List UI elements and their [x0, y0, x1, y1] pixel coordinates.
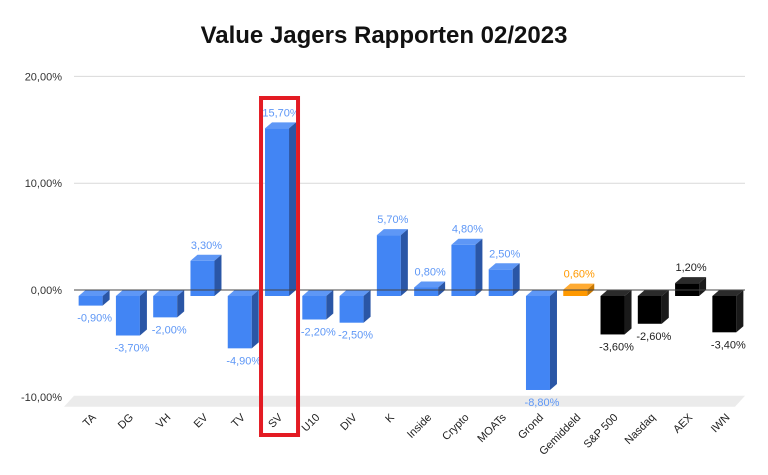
bar-u10: -2,20% [301, 290, 336, 338]
y-tick-label: 0,00% [31, 285, 62, 297]
x-tick-label: IWN [709, 412, 733, 436]
value-label: 2,50% [489, 248, 520, 260]
chart-title: Value Jagers Rapporten 02/2023 [200, 22, 568, 49]
bar-tv: -4,90% [226, 290, 261, 367]
bar-aex: 1,20% [675, 262, 707, 296]
x-tick-label: TV [229, 411, 248, 430]
bar-ta: -0,90% [77, 290, 112, 325]
chart-floor [64, 395, 745, 407]
bar-dg: -3,70% [114, 290, 150, 355]
value-label: -0,90% [77, 313, 112, 325]
value-label: -3,40% [711, 339, 746, 351]
value-label: -2,00% [152, 324, 187, 336]
x-tick-label: EV [192, 411, 211, 430]
x-tick-label: TA [81, 411, 99, 429]
x-tick-label: SV [266, 411, 285, 430]
bar-div: -2,50% [338, 290, 373, 342]
highlight-box [259, 96, 301, 437]
x-tick-label: K [383, 411, 397, 425]
value-label: 3,30% [191, 240, 222, 252]
x-tick-label: VH [154, 412, 173, 431]
value-label: 4,80% [452, 224, 483, 236]
x-tick-label: Nasdaq [623, 412, 658, 447]
value-label: 5,70% [377, 214, 408, 226]
floor-plane [64, 395, 745, 407]
value-label: -2,20% [301, 326, 336, 338]
x-tick-label: S&P 500 [582, 412, 621, 451]
value-label: 1,20% [675, 262, 706, 274]
y-tick-label: 10,00% [25, 178, 63, 190]
x-tick-label: Grond [516, 412, 546, 442]
annotations [259, 96, 301, 437]
bar-moats: 2,50% [488, 248, 521, 296]
value-label: -2,60% [636, 331, 671, 343]
y-tick-label: 20,00% [25, 71, 63, 83]
value-label: 0,60% [564, 269, 595, 281]
bar-grond: -8,80% [525, 290, 560, 409]
value-label: -2,50% [338, 330, 373, 342]
value-label: -3,70% [114, 343, 149, 355]
bar-vh: -2,00% [152, 290, 187, 336]
value-label: -4,90% [226, 355, 261, 367]
bar-ev: 3,30% [190, 240, 222, 296]
bar-k: 5,70% [376, 214, 409, 296]
y-tick-label: -10,00% [21, 392, 62, 404]
value-label: 0,80% [415, 266, 446, 278]
x-axis-labels: TA DG VH EV TV SV U10 DIV K Inside Crypto MOATs Gron… [81, 411, 733, 458]
x-tick-label: MOATs [475, 411, 509, 445]
y-axis-labels: 20,00% 10,00% 0,00% -10,00% [21, 71, 62, 403]
bars: -0,90% -3,70%-2,00% 3,30% -4,90% 15,70% -2,20… [77, 107, 746, 409]
bar-s-p-500: -3,60% [599, 290, 634, 353]
value-label: -8,80% [525, 397, 560, 409]
bar-sv: 15,70% [262, 107, 300, 296]
x-tick-label: DIV [338, 411, 360, 433]
bar-crypto: 4,80% [451, 224, 483, 296]
x-tick-label: U10 [300, 412, 323, 435]
bar-iwn: -3,40% [711, 290, 746, 351]
gridlines [74, 75, 745, 184]
x-tick-label: DG [116, 412, 136, 432]
x-tick-label: Inside [405, 412, 434, 441]
x-tick-label: AEX [671, 411, 696, 436]
value-label: 15,70% [262, 107, 300, 119]
bar-inside: 0,80% [414, 266, 446, 296]
x-tick-label: Crypto [440, 412, 471, 443]
bar-nasdaq: -2,60% [636, 290, 671, 343]
value-label: -3,60% [599, 341, 634, 353]
bar-gemiddeld: 0,60% [563, 269, 595, 296]
